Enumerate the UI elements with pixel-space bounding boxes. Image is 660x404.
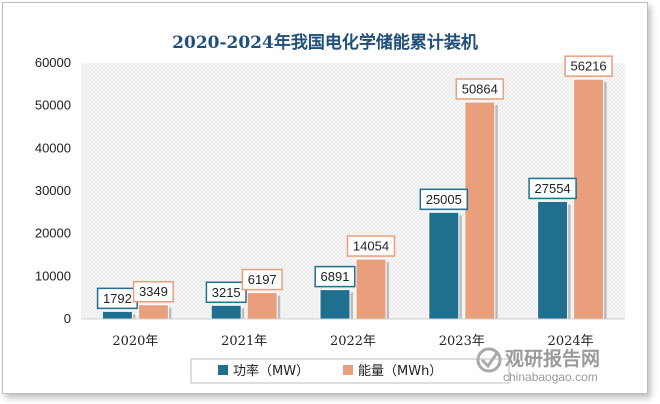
chart: 2020-2024年我国电化学储能累计装机 0 10000 20000 30000 40…	[35, 32, 625, 384]
chart-title: 2020-2024年我国电化学储能累计装机	[172, 32, 478, 53]
chart-frame: 2020-2024年我国电化学储能累计装机 0 10000 20000 30000 40…	[2, 2, 648, 394]
bar-power-4	[537, 200, 569, 320]
y-tick-label: 30000	[35, 183, 71, 198]
bar-power-1	[210, 304, 242, 320]
data-label-energy-4: 56216	[571, 59, 607, 74]
watermark: 观研报告网 chinabaogao.com	[476, 347, 600, 384]
legend-label-power: 功率（MW）	[233, 363, 309, 379]
data-label-energy-3: 50864	[462, 81, 498, 96]
bar-power-2	[319, 289, 351, 320]
data-label-box	[346, 235, 396, 257]
x-axis: 2020年 2021年 2022年 2023年 2024年	[81, 318, 625, 349]
bar-energy-2	[355, 258, 387, 320]
data-label-box	[314, 265, 356, 288]
legend: 功率（MW） 能量（MWh）	[190, 358, 510, 384]
y-tick-label: 60000	[35, 55, 71, 70]
y-tick-label: 10000	[35, 268, 71, 283]
watermark-url: chinabaogao.com	[503, 370, 598, 384]
data-label-box	[419, 188, 469, 211]
data-label-power-4: 27554	[535, 181, 571, 196]
data-label-box	[132, 280, 174, 303]
data-label-box	[205, 281, 247, 304]
x-tick-label: 2020年	[112, 334, 158, 349]
x-tick-label: 2023年	[439, 334, 485, 349]
data-label-energy-1: 6197	[248, 272, 277, 287]
data-label-power-3: 25005	[426, 192, 462, 207]
y-tick-label: 20000	[35, 226, 71, 241]
bar-energy-0	[137, 304, 169, 320]
bar-energy-4	[573, 78, 605, 320]
bar-power-3	[428, 211, 460, 320]
data-label-power-2: 6891	[321, 269, 350, 284]
y-tick-label: 0	[64, 311, 71, 326]
bar-energy-1	[246, 292, 278, 320]
data-label-power-1: 3215	[212, 285, 241, 300]
data-label-energy-0: 3349	[139, 284, 168, 299]
data-label-box	[564, 55, 613, 77]
bar-power-0	[101, 310, 133, 320]
x-tick-label: 2021年	[221, 334, 267, 349]
data-label-power-0: 1792	[103, 291, 132, 306]
data-label-energy-2: 14054	[353, 239, 389, 254]
watermark-name: 观研报告网	[505, 347, 600, 370]
legend-swatch-energy	[343, 365, 353, 375]
legend-label-energy: 能量（MWh）	[358, 364, 442, 379]
x-tick-label: 2024年	[548, 334, 594, 349]
x-tick-label: 2022年	[330, 334, 376, 349]
y-axis: 0 10000 20000 30000 40000 50000 60000	[35, 55, 71, 326]
data-label-box	[528, 177, 577, 200]
bars	[101, 78, 607, 320]
y-tick-label: 40000	[35, 140, 71, 155]
bar-energy-3	[464, 101, 496, 320]
legend-swatch-power	[218, 365, 228, 375]
data-label-box	[241, 268, 283, 291]
data-label-box	[455, 78, 505, 100]
y-tick-label: 50000	[35, 98, 71, 113]
watermark-logo-icon	[476, 347, 502, 373]
